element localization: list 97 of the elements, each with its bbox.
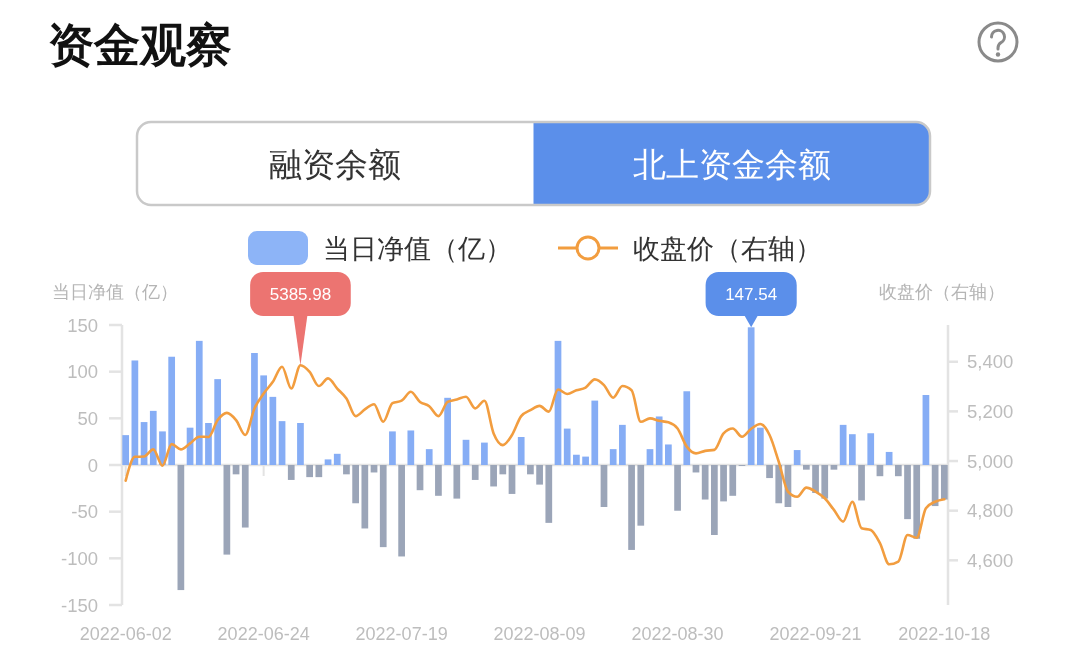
bar bbox=[149, 410, 157, 465]
bar bbox=[490, 465, 497, 487]
y2-tick-label: 4,600 bbox=[967, 549, 1014, 571]
x-tick-label: 2022-06-02 bbox=[79, 624, 172, 644]
y2-axis-title: 收盘价（右轴） bbox=[879, 282, 1005, 302]
bar bbox=[591, 400, 599, 465]
bar bbox=[858, 465, 865, 501]
bar bbox=[619, 424, 626, 465]
bar bbox=[122, 435, 130, 465]
x-tick-label: 2022-08-09 bbox=[493, 624, 586, 644]
bar bbox=[665, 444, 672, 465]
bar bbox=[260, 375, 268, 465]
bar bbox=[757, 427, 764, 465]
bar bbox=[674, 465, 681, 511]
bar bbox=[471, 465, 479, 480]
bar bbox=[168, 356, 176, 465]
text: 融资余额 bbox=[269, 145, 402, 183]
y-tick-label: 50 bbox=[77, 407, 98, 429]
bar bbox=[223, 465, 231, 555]
bar bbox=[637, 465, 645, 526]
bar bbox=[867, 433, 875, 465]
bar bbox=[508, 465, 516, 494]
bar bbox=[333, 453, 341, 465]
bar bbox=[628, 465, 635, 550]
bar bbox=[711, 465, 718, 535]
bar bbox=[793, 450, 801, 465]
bar bbox=[720, 465, 727, 502]
bar bbox=[848, 434, 856, 465]
bar bbox=[545, 465, 553, 523]
bar bbox=[481, 442, 488, 465]
x-tick-label: 2022-06-24 bbox=[217, 624, 310, 644]
y-axis-title: 当日净值（亿） bbox=[52, 282, 178, 302]
bar bbox=[251, 353, 258, 465]
bar bbox=[701, 465, 709, 500]
bar bbox=[830, 465, 838, 470]
bar bbox=[729, 465, 737, 496]
bar bbox=[609, 449, 617, 465]
bar bbox=[389, 431, 396, 465]
chart-title: 资金观察 bbox=[48, 19, 232, 71]
bar bbox=[517, 437, 525, 465]
bar bbox=[766, 465, 773, 479]
x-tick-label: 2022-09-21 bbox=[769, 624, 862, 644]
bar bbox=[315, 465, 323, 478]
bar bbox=[655, 416, 663, 465]
y-tick-label: -100 bbox=[60, 547, 98, 569]
y-tick-label: 0 bbox=[87, 454, 98, 476]
x-tick-label: 2022-08-30 bbox=[631, 624, 724, 644]
x-tick-label: 2022-07-19 bbox=[355, 624, 448, 644]
bar bbox=[499, 465, 507, 475]
bar bbox=[904, 465, 911, 520]
bar bbox=[214, 379, 222, 465]
bar bbox=[563, 428, 571, 465]
bar bbox=[269, 396, 277, 465]
y-tick-label: 150 bbox=[67, 314, 98, 336]
bar bbox=[775, 465, 783, 504]
bar bbox=[573, 454, 580, 465]
y-tick-label: 100 bbox=[67, 361, 98, 383]
legend-label: 当日净值（亿） bbox=[323, 234, 512, 264]
y2-tick-label: 5,400 bbox=[967, 351, 1014, 373]
bar bbox=[195, 340, 203, 465]
bar bbox=[205, 423, 212, 465]
bar bbox=[241, 465, 249, 528]
y-tick-label: -150 bbox=[60, 594, 98, 616]
bar bbox=[324, 459, 332, 465]
bar bbox=[683, 391, 691, 465]
bar bbox=[379, 465, 387, 548]
bar bbox=[407, 430, 415, 465]
y2-tick-label: 4,800 bbox=[967, 500, 1014, 522]
bar bbox=[444, 397, 451, 465]
data-label: 147.54 bbox=[725, 285, 778, 304]
x-tick-label: 2022-10-18 bbox=[898, 624, 991, 644]
bar bbox=[306, 465, 313, 478]
bar bbox=[435, 465, 442, 496]
bar bbox=[821, 465, 829, 499]
y2-tick-label: 5,000 bbox=[967, 450, 1014, 472]
data-label: 5385.98 bbox=[269, 285, 332, 304]
bar bbox=[527, 465, 534, 475]
bar bbox=[894, 465, 902, 477]
bar bbox=[352, 465, 359, 504]
bar bbox=[913, 465, 921, 539]
bar bbox=[582, 456, 589, 465]
bar bbox=[361, 465, 369, 529]
bar bbox=[453, 465, 461, 499]
chart-subtitle: 北上资金余额 bbox=[632, 145, 831, 183]
bar bbox=[297, 423, 304, 465]
bar bbox=[802, 465, 810, 470]
bar bbox=[536, 465, 543, 485]
bar bbox=[287, 465, 295, 480]
y2-tick-label: 5,200 bbox=[967, 400, 1014, 422]
bar bbox=[646, 449, 654, 465]
bar bbox=[425, 449, 433, 465]
bar bbox=[812, 465, 819, 493]
legend-label: 收盘价（右轴） bbox=[633, 234, 822, 264]
y-tick-label: -50 bbox=[71, 501, 98, 523]
bar bbox=[398, 465, 405, 557]
bar bbox=[940, 465, 948, 500]
bar bbox=[343, 465, 350, 475]
